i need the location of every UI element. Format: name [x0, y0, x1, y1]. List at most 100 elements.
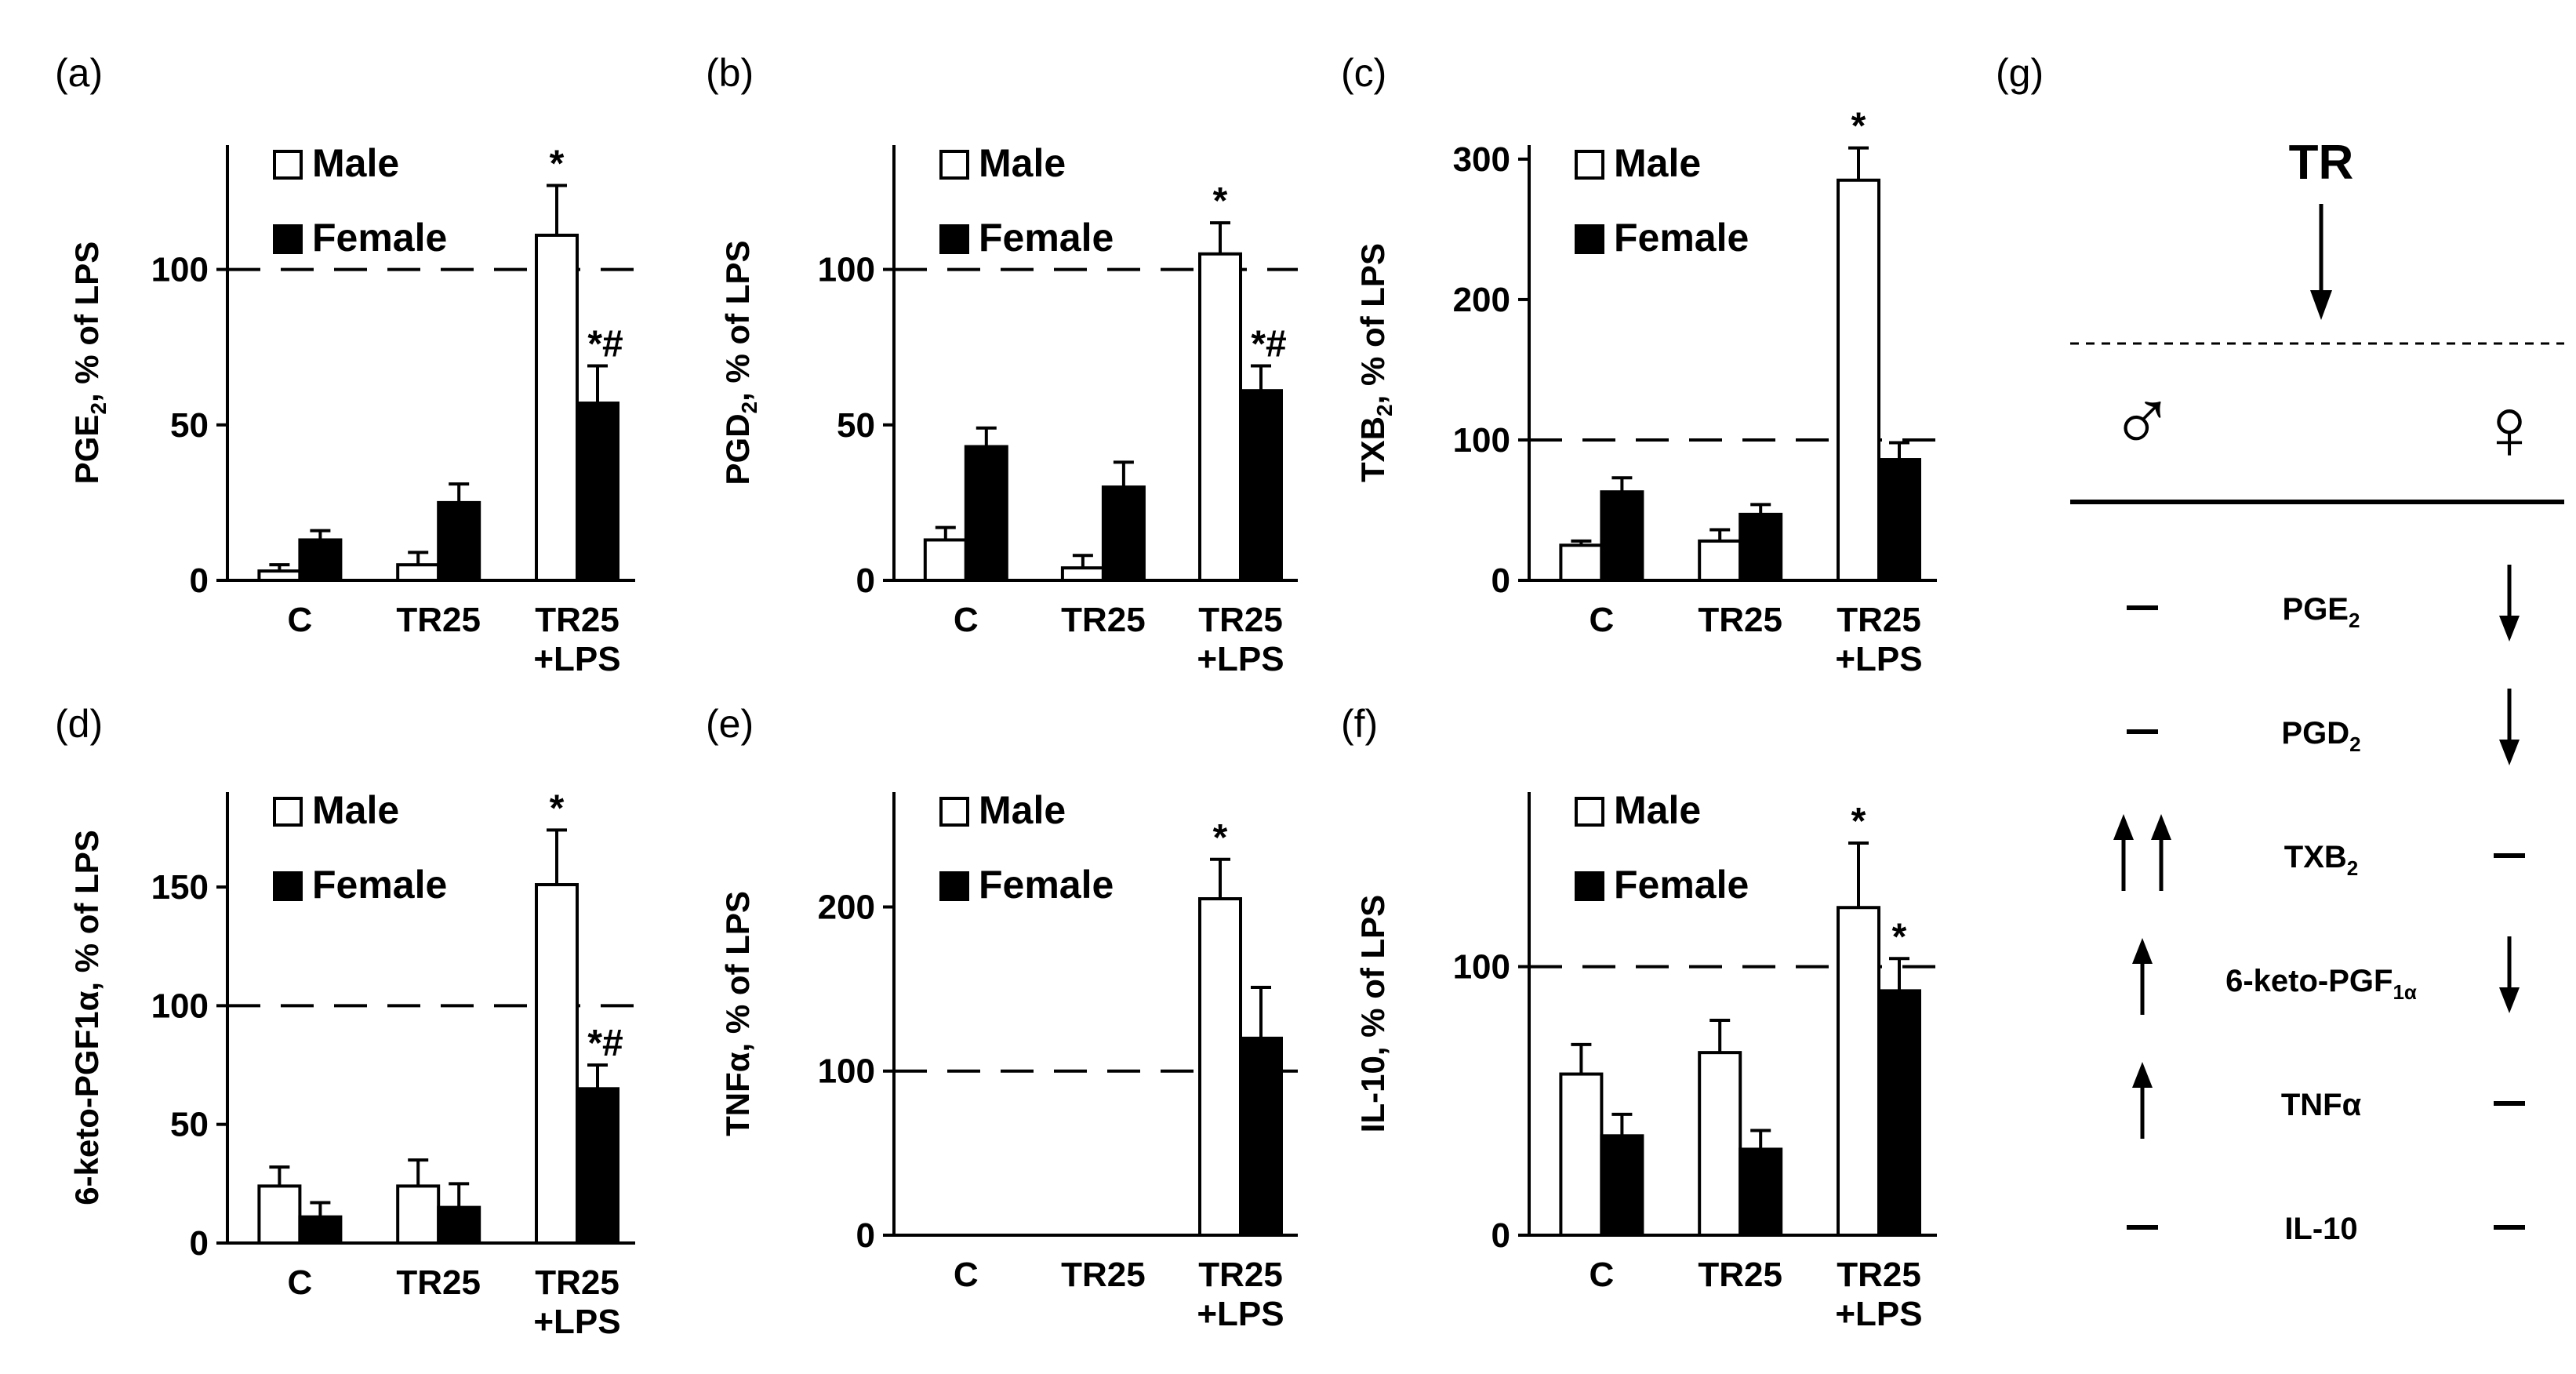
y-axis-label-main: TXB	[1354, 416, 1391, 482]
y-tick-label: 100	[1453, 948, 1510, 987]
bar-female	[964, 445, 1008, 582]
x-tick-label: TR25	[1837, 601, 1921, 639]
effect-value: –	[2142, 752, 2143, 754]
significance-mark: *	[1851, 106, 1866, 147]
schematic-row: – IL-10 –	[2127, 1212, 2525, 1249]
y-axis-label-main: PGD	[719, 413, 756, 485]
x-tick-label: +LPS	[1835, 640, 1922, 678]
schematic-row: –PGE2↓	[2127, 565, 2520, 642]
y-tick-label: 100	[818, 251, 875, 289]
schematic-label-main: TXB	[2284, 840, 2347, 874]
bar-female	[1739, 512, 1783, 583]
bar-female	[1877, 458, 1921, 583]
y-axis-label: IL-10, % of LPS	[1354, 895, 1391, 1132]
schematic-label-main: 6-keto-PGF	[2225, 964, 2393, 998]
schematic-label-subscript: 2	[2349, 732, 2360, 756]
schematic-row-label: PGD2	[2281, 716, 2360, 756]
y-tick-label: 0	[190, 562, 209, 600]
significance-mark: *	[1892, 916, 1907, 958]
x-tick-label: +LPS	[1197, 640, 1284, 678]
x-tick-label: TR25	[1061, 601, 1146, 639]
y-axis-label-rest: , % of LPS	[719, 241, 756, 402]
legend-swatch-female	[273, 871, 303, 901]
x-tick-label: C	[288, 1263, 313, 1302]
schematic-label-main: PGE	[2283, 592, 2349, 627]
y-axis-label: PGE2, % of LPS	[68, 242, 111, 485]
y-tick-label: 0	[1491, 562, 1510, 600]
x-tick-label: +LPS	[1197, 1295, 1284, 1333]
bar-female	[1101, 485, 1146, 582]
y-axis-label: 6-keto-PGF1α, % of LPS	[68, 830, 105, 1205]
y-tick-label: 100	[151, 987, 209, 1025]
x-tick-label: TR25	[1698, 1256, 1782, 1294]
significance-mark: *#	[1251, 323, 1286, 365]
significance-mark: *	[1213, 180, 1228, 222]
bar-male	[1837, 906, 1880, 1237]
y-axis-label-subscript: 2	[86, 402, 111, 415]
bar-male	[1837, 178, 1880, 583]
up-arrow-head	[2132, 1062, 2153, 1088]
legend-label: Female	[312, 216, 447, 260]
legend-label: Female	[312, 863, 447, 907]
schematic-row-label: TXB2	[2284, 840, 2358, 880]
bar-female	[298, 538, 343, 583]
x-tick-label: C	[1590, 601, 1615, 639]
bar-female	[1239, 1036, 1283, 1238]
schematic-row: ↑↑ TXB2 –	[2113, 814, 2525, 891]
y-tick-label: 0	[190, 1224, 209, 1263]
bar-male	[1559, 1072, 1604, 1237]
panel-label: (c)	[1341, 51, 1386, 95]
y-tick-label: 50	[837, 406, 875, 445]
up-arrow-head	[2132, 938, 2153, 964]
effect-value: –	[2142, 1248, 2143, 1249]
legend-swatch-female	[939, 871, 969, 901]
x-tick-label: TR25	[1837, 1256, 1921, 1294]
schematic-label-main: TNFα	[2281, 1088, 2362, 1122]
y-tick-label: 0	[856, 562, 875, 600]
legend-swatch-female	[1575, 871, 1604, 901]
x-tick-label: +LPS	[1835, 1295, 1922, 1333]
legend-swatch-male	[939, 150, 969, 180]
legend-label: Female	[979, 216, 1114, 260]
male-symbol-icon: ♂	[2109, 372, 2175, 470]
y-axis-label-main: 6-keto-PGF1α, % of LPS	[68, 830, 105, 1205]
chart-panel: (d) 6-keto-PGF1α, % of LPS 0 50 100 150 C TR25 *…	[55, 702, 635, 1341]
up-arrow-head	[2113, 814, 2134, 840]
legend-swatch-female	[273, 224, 303, 254]
y-axis-label-main: IL-10, % of LPS	[1354, 895, 1391, 1132]
effect-value: –	[2509, 876, 2510, 878]
bar-female	[1600, 490, 1644, 582]
effect-value: –	[2142, 628, 2143, 630]
y-tick-label: 50	[170, 1106, 209, 1144]
schematic-row-label: PGE2	[2283, 592, 2360, 632]
legend-swatch-male	[939, 797, 969, 827]
panel-label: (e)	[706, 702, 754, 746]
y-axis-label-rest: , % of LPS	[1354, 243, 1391, 404]
bar-female	[1739, 1147, 1783, 1237]
legend-label: Male	[1614, 141, 1701, 185]
x-tick-label: C	[288, 601, 313, 639]
bar-male	[1198, 252, 1242, 582]
y-tick-label: 100	[1453, 421, 1510, 460]
schematic-label-main: IL-10	[2284, 1212, 2357, 1246]
x-tick-label: C	[954, 1256, 979, 1294]
y-tick-label: 200	[1453, 281, 1510, 319]
bar-male	[257, 569, 302, 582]
schematic-row: –PGD2↓	[2127, 689, 2520, 765]
bar-male	[1060, 566, 1105, 583]
bar-male	[257, 1184, 302, 1245]
significance-mark: *#	[587, 323, 623, 365]
significance-mark: *	[550, 144, 565, 185]
y-tick-label: 200	[818, 888, 875, 926]
y-axis-label-main: PGE	[68, 415, 105, 485]
bar-female	[576, 1087, 619, 1245]
legend-label: Male	[312, 141, 399, 185]
bar-female	[1239, 389, 1283, 582]
y-axis-label: PGD2, % of LPS	[719, 241, 761, 485]
x-tick-label: C	[954, 601, 979, 639]
x-tick-label: TR25	[396, 1263, 481, 1302]
schematic-row-label: IL-10	[2284, 1212, 2357, 1246]
